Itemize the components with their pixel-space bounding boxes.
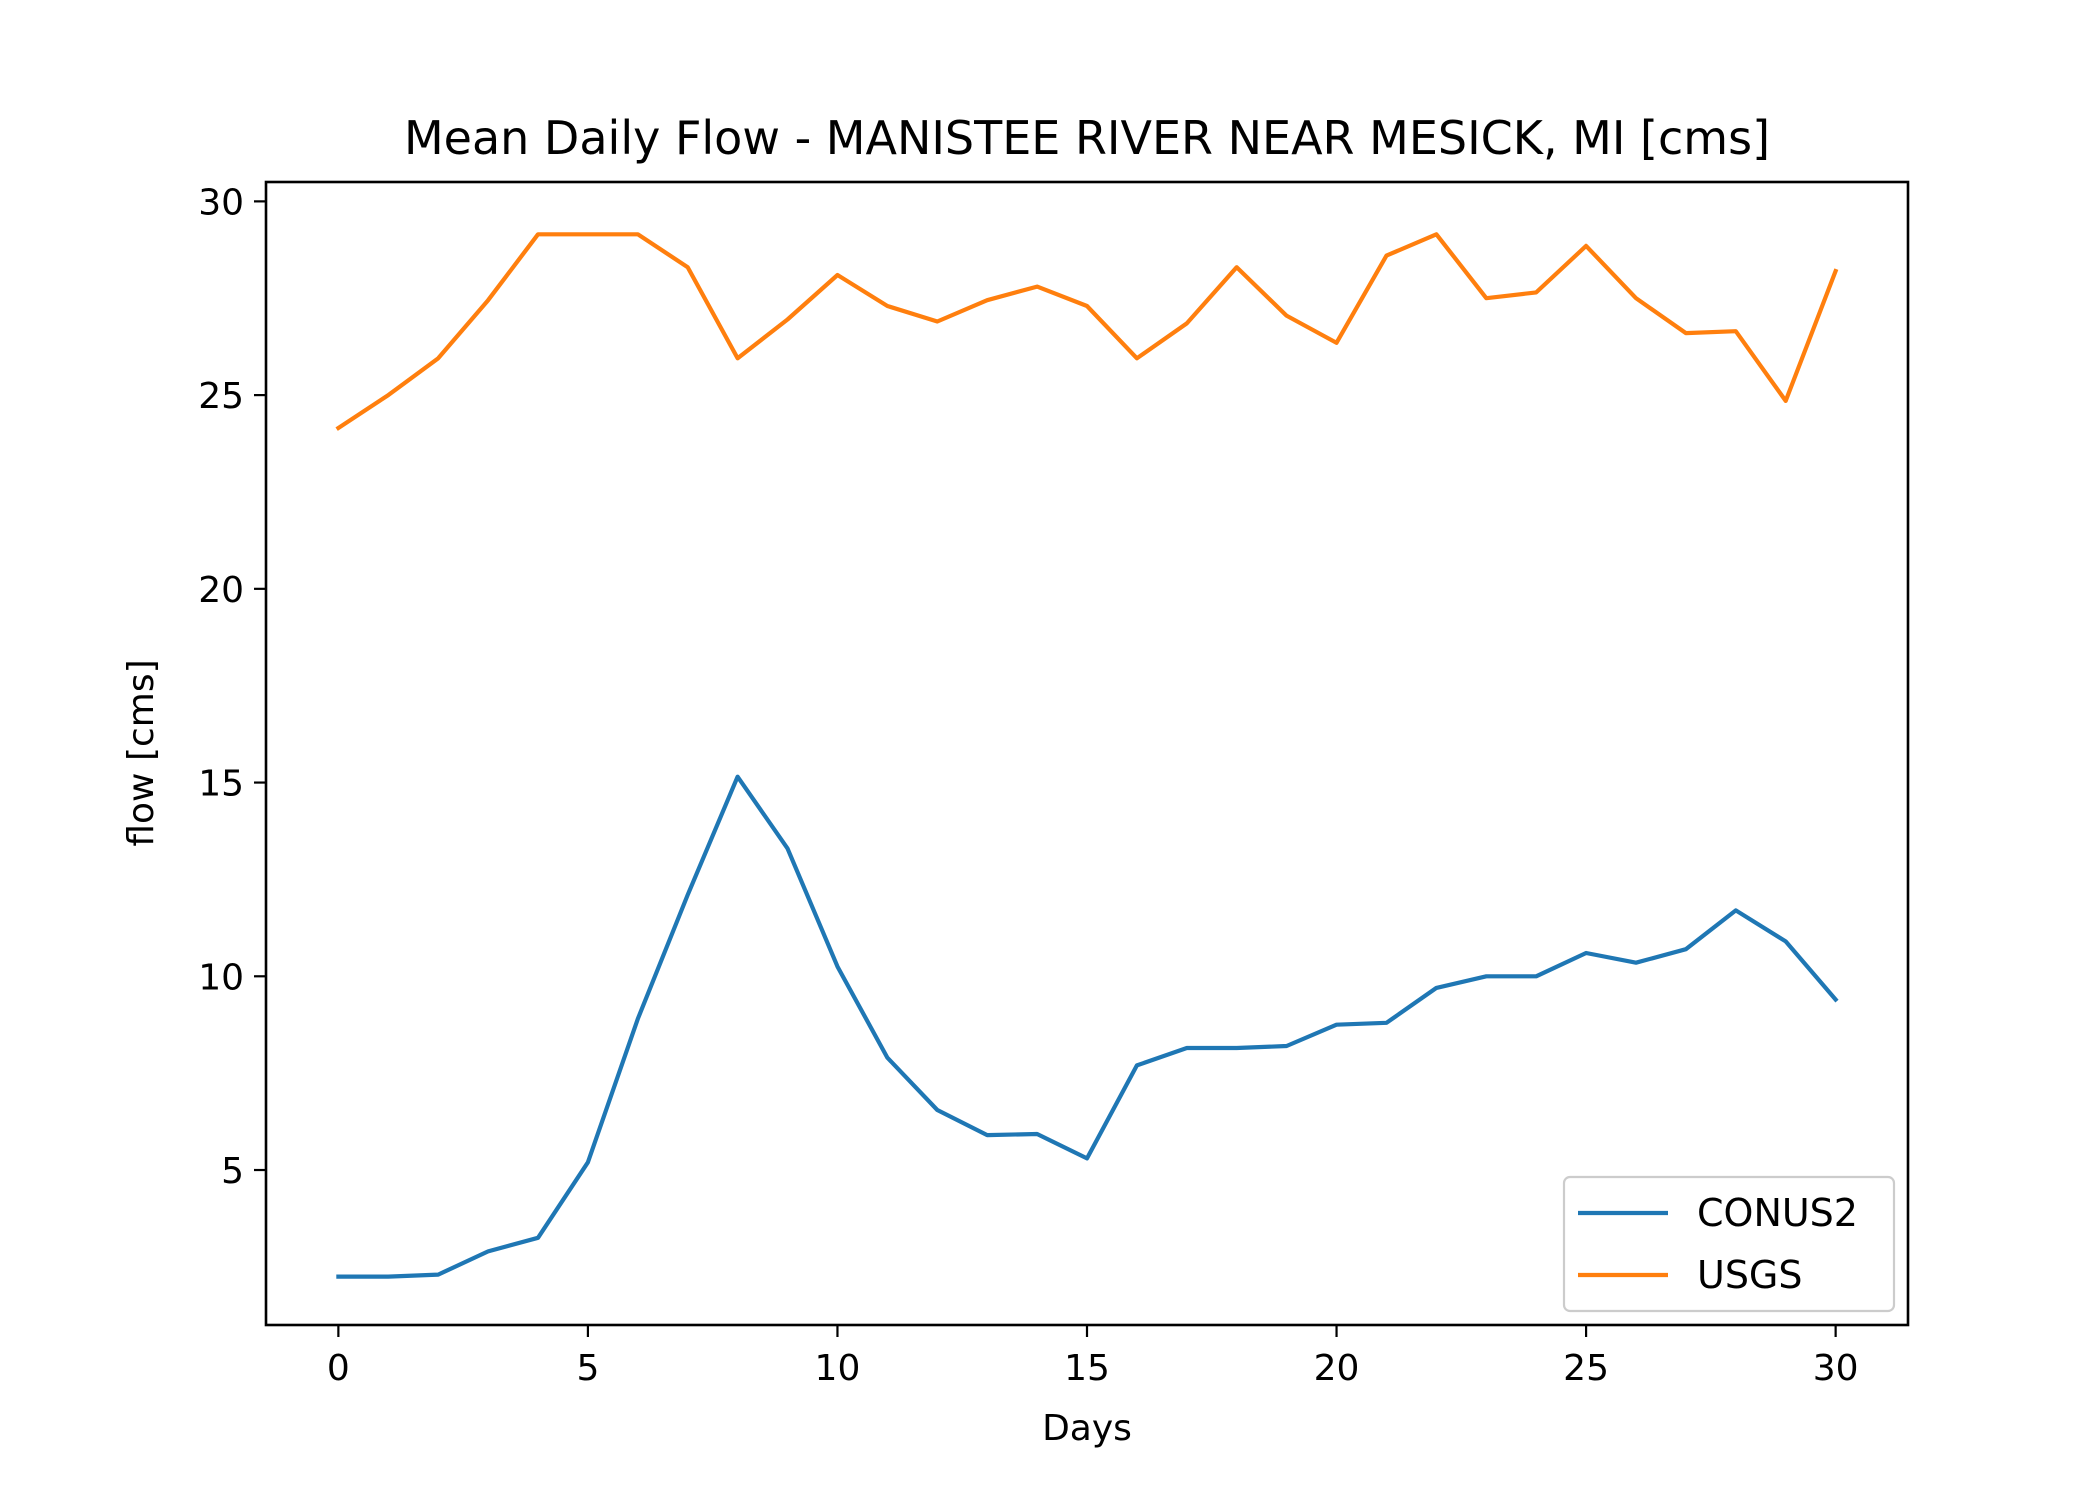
y-tick-label: 15 (198, 764, 244, 805)
x-tick-label: 30 (1813, 1348, 1859, 1389)
y-tick-label: 10 (198, 957, 244, 998)
y-tick-label: 25 (198, 376, 244, 417)
series-line-conus2 (336, 774, 1839, 1279)
x-tick-label: 10 (815, 1348, 861, 1389)
chart-title: Mean Daily Flow - MANISTEE RIVER NEAR ME… (404, 111, 1770, 165)
y-axis: 5 10 15 20 25 30 (198, 182, 266, 1192)
series-line-usgs (335, 232, 1839, 431)
y-axis-label: flow [cms] (121, 659, 162, 846)
x-tick-label: 15 (1064, 1348, 1110, 1389)
x-tick-label: 5 (576, 1348, 599, 1389)
y-tick-label: 20 (198, 570, 244, 611)
legend-label-usgs: USGS (1697, 1253, 1803, 1297)
x-tick-label: 0 (327, 1348, 350, 1389)
legend-label-conus2: CONUS2 (1697, 1191, 1858, 1235)
plot-frame (264, 180, 1910, 1327)
x-axis-label: Days (1042, 1408, 1132, 1449)
x-axis: 0 5 10 15 20 25 30 (327, 1325, 1859, 1389)
y-tick-label: 5 (221, 1151, 244, 1192)
x-tick-label: 25 (1563, 1348, 1609, 1389)
series-lines (335, 232, 1839, 1279)
legend-box (1562, 1175, 1896, 1313)
legend: CONUS2 USGS (1562, 1175, 1896, 1313)
y-tick-label: 30 (198, 182, 244, 223)
x-tick-label: 20 (1314, 1348, 1360, 1389)
